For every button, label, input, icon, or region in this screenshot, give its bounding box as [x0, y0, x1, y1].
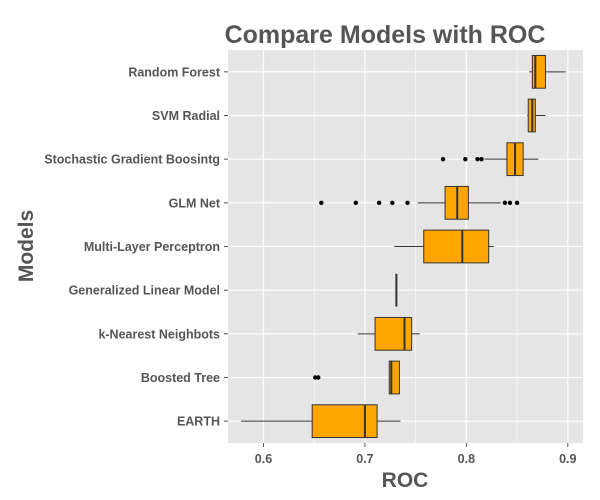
- box-5: [394, 229, 494, 264]
- y-tick-labels: Random Forest SVM Radial Stochastic Gradie…: [44, 65, 228, 429]
- x-tick-labels: 0.6 0.7 0.8 0.9: [255, 443, 577, 466]
- y-tick-label: Random Forest: [128, 65, 221, 79]
- box-7: [357, 316, 420, 351]
- y-tick-label: Generalized Linear Model: [69, 284, 220, 298]
- chart-title: Compare Models with ROC: [225, 21, 546, 49]
- box-1: [529, 54, 566, 89]
- outlier-point: [514, 200, 520, 206]
- x-axis-title: ROC: [382, 469, 429, 492]
- box-iqr: [374, 316, 413, 351]
- box-iqr: [423, 229, 490, 264]
- outlier-point: [405, 200, 410, 206]
- x-tick-label: 0.7: [356, 452, 373, 466]
- box-3: [440, 142, 539, 177]
- box-2: [527, 98, 546, 133]
- y-tick-label: Multi-Layer Perceptron: [84, 240, 220, 254]
- outlier-point: [502, 200, 508, 206]
- boxes-layer: [241, 54, 566, 439]
- outlier-point: [316, 375, 321, 380]
- outlier-point: [463, 156, 468, 162]
- outlier-point: [353, 200, 358, 206]
- y-axis-title: Models: [15, 210, 38, 282]
- box-8: [313, 360, 400, 395]
- box-iqr: [388, 360, 400, 395]
- outlier-point: [475, 156, 480, 162]
- y-tick-label: k-Nearest Neighbots: [98, 327, 220, 341]
- y-tick-label: Stochastic Gradient Boosintg: [44, 153, 220, 167]
- box-4: [319, 185, 520, 220]
- box-iqr: [311, 404, 378, 439]
- outlier-point: [440, 156, 446, 162]
- x-tick-label: 0.6: [255, 452, 272, 466]
- y-tick-label: Boosted Tree: [141, 371, 220, 385]
- outlier-point: [507, 200, 513, 206]
- box-9: [241, 404, 401, 439]
- outlier-point: [313, 375, 318, 380]
- outlier-point: [376, 200, 382, 206]
- y-tick-label: SVM Radial: [152, 109, 220, 123]
- y-tick-label: EARTH: [177, 415, 220, 429]
- outlier-point: [319, 200, 324, 206]
- outlier-point: [390, 200, 395, 206]
- x-tick-label: 0.8: [458, 452, 475, 466]
- box-iqr: [531, 54, 546, 89]
- y-tick-label: GLM Net: [169, 196, 221, 210]
- x-tick-label: 0.9: [559, 452, 576, 466]
- outlier-point: [479, 156, 484, 162]
